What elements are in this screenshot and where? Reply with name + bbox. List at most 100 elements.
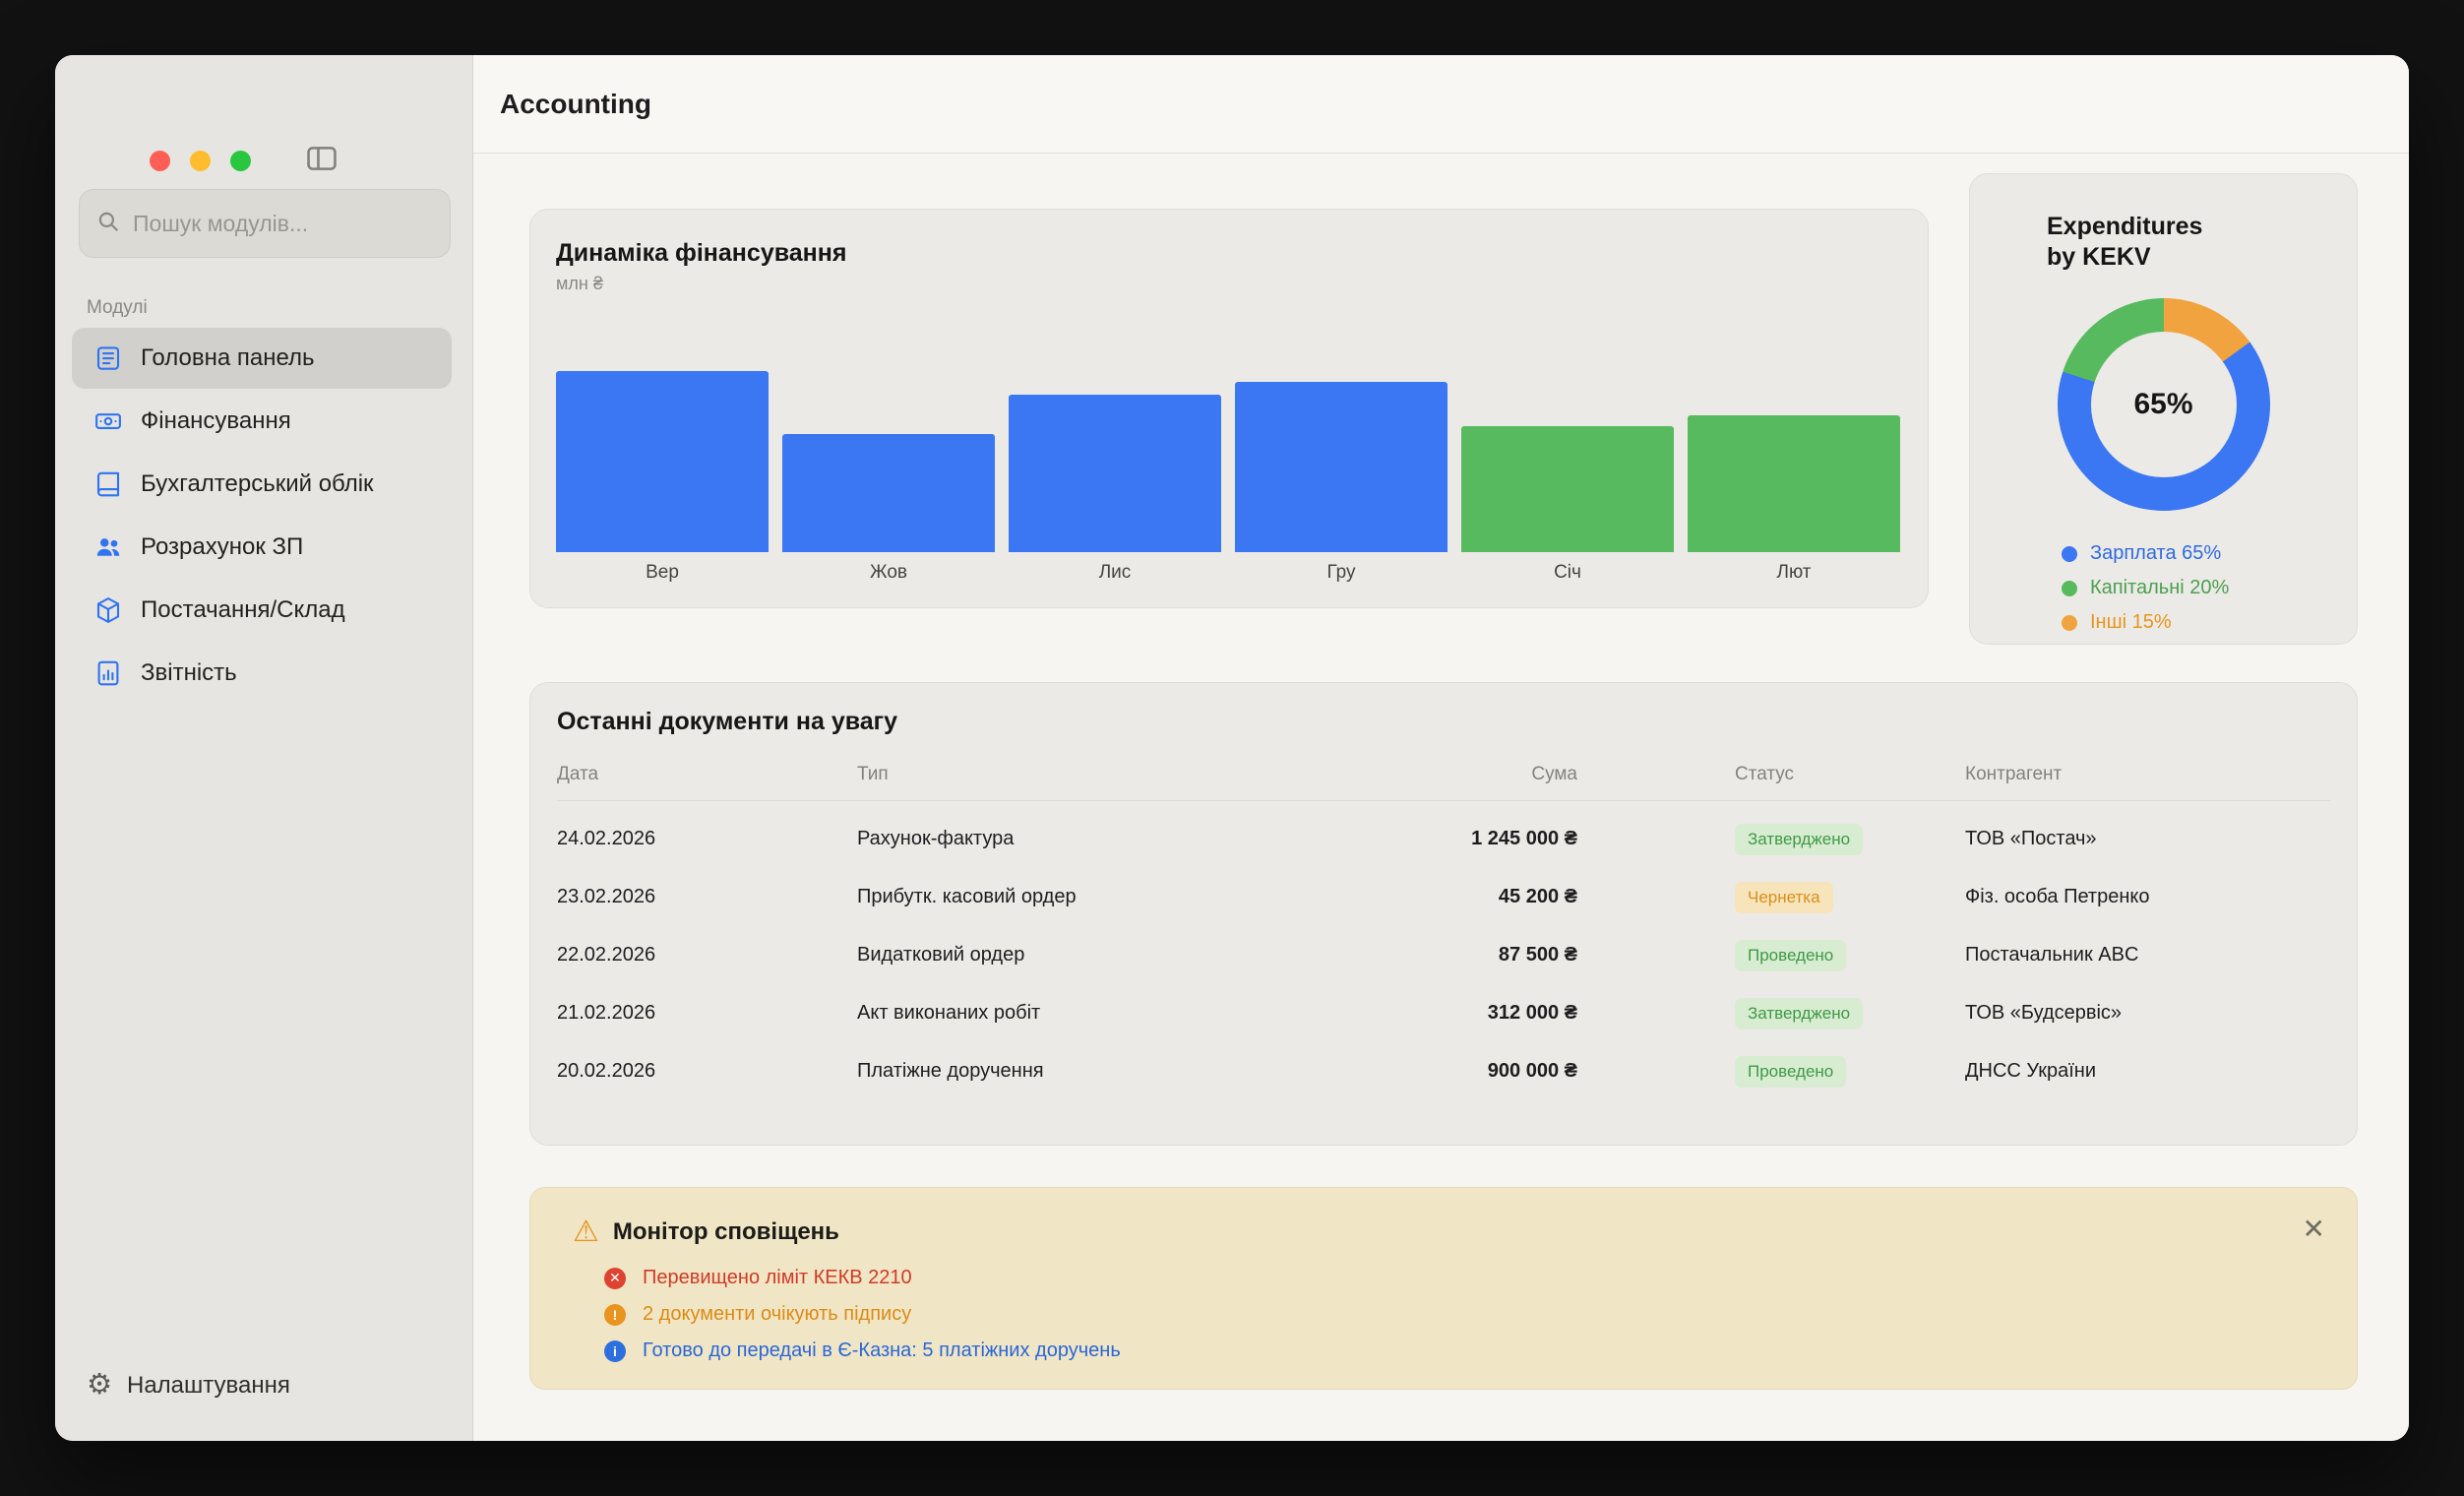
app-window: Модулі Головна панель: [55, 55, 2409, 1441]
window-controls: [150, 151, 251, 171]
cell-date: 22.02.2026: [557, 944, 656, 966]
cell-type: Платіжне доручення: [857, 1060, 1044, 1082]
sidebar-item-financing[interactable]: Фінансування: [72, 391, 452, 452]
legend-label: Капітальні 20%: [2090, 577, 2230, 598]
sidebar-item-reports[interactable]: Звітність: [72, 643, 452, 704]
donut-center-label: 65%: [2090, 332, 2237, 477]
settings-label: Налаштування: [127, 1371, 290, 1399]
cell-amount: 1 245 000 ₴: [1471, 828, 1577, 849]
search-icon: [95, 209, 121, 239]
alert-item-warning: ! 2 документи очікують підпису: [604, 1296, 2357, 1333]
sidebar-section-label: Модулі: [87, 297, 148, 318]
x-tick-label: Лис: [1098, 562, 1132, 583]
close-icon[interactable]: ✕: [2302, 1214, 2325, 1244]
legend-label: Інші 15%: [2090, 611, 2172, 633]
sidebar-item-dashboard[interactable]: Головна панель: [72, 328, 452, 389]
sidebar: Модулі Головна панель: [55, 55, 473, 1441]
bar-chart-title: Динаміка фінансування: [556, 239, 847, 267]
column-header-party: Контрагент: [1965, 764, 2063, 784]
alerts-header: ⚠ Монітор сповіщень: [573, 1217, 2357, 1247]
sidebar-item-settings[interactable]: ⚙ Налаштування: [87, 1371, 290, 1400]
cell-party: ТОВ «Будсервіс»: [1965, 1002, 2123, 1024]
alerts-list: ✕ Перевищено ліміт КЕКВ 2210 ! 2 докумен…: [573, 1260, 2357, 1369]
table-row[interactable]: 22.02.2026 Видатковий ордер 87 500 ₴ Про…: [557, 926, 2330, 984]
cell-amount: 312 000 ₴: [1487, 1002, 1577, 1024]
sidebar-item-label: Розрахунок ЗП: [141, 533, 304, 560]
cell-type: Акт виконаних робіт: [857, 1002, 1041, 1024]
table-header-row: Дата Тип Сума Статус Контрагент: [557, 764, 2330, 801]
sidebar-item-label: Постачання/Склад: [141, 596, 345, 623]
search-input[interactable]: [133, 210, 434, 237]
donut-chart: 65%: [2057, 298, 2270, 511]
cell-party: Постачальник ABC: [1965, 944, 2139, 966]
legend-item-salary: Зарплата 65%: [2062, 536, 2357, 571]
legend-item-other: Інші 15%: [2062, 605, 2357, 640]
cell-party: Фіз. особа Петренко: [1965, 886, 2150, 907]
cell-date: 20.02.2026: [557, 1060, 656, 1082]
bar-jan: [1461, 426, 1674, 552]
sidebar-item-label: Головна панель: [141, 344, 315, 371]
donut-title-line2: by KEKV: [2047, 243, 2151, 271]
sidebar-nav: Головна панель Фінансування: [72, 328, 452, 706]
cell-party: ДНСС України: [1965, 1060, 2097, 1082]
minimize-window-button[interactable]: [190, 151, 211, 171]
column-header-date: Дата: [557, 764, 599, 784]
cell-type: Рахунок-фактура: [857, 828, 1015, 849]
x-tick-label: Гру: [1326, 562, 1356, 583]
column-header-type: Тип: [857, 764, 889, 784]
cell-party: ТОВ «Постач»: [1965, 828, 2097, 849]
funding-dynamics-card: Динаміка фінансування млн ₴ Вер Жов Лис: [529, 209, 1929, 608]
sidebar-item-label: Фінансування: [141, 407, 291, 434]
x-tick-label: Січ: [1554, 562, 1581, 583]
cell-amount: 900 000 ₴: [1487, 1060, 1577, 1082]
book-icon: [93, 469, 123, 499]
close-window-button[interactable]: [150, 151, 170, 171]
table-row[interactable]: 20.02.2026 Платіжне доручення 900 000 ₴ …: [557, 1042, 2330, 1100]
main-content: Динаміка фінансування млн ₴ Вер Жов Лис: [473, 154, 2409, 1441]
column-header-amount: Сума: [1531, 764, 1577, 784]
alerts-monitor-card: ✕ ⚠ Монітор сповіщень ✕ Перевищено ліміт…: [529, 1187, 2358, 1390]
people-icon: [93, 532, 123, 562]
status-badge: Чернетка: [1735, 881, 1833, 913]
info-circle-icon: i: [604, 1340, 626, 1362]
zoom-window-button[interactable]: [230, 151, 251, 171]
sidebar-item-supply[interactable]: Постачання/Склад: [72, 580, 452, 641]
error-circle-icon: ✕: [604, 1267, 626, 1289]
bar-chart-unit-label: млн ₴: [556, 274, 603, 293]
sidebar-item-label: Звітність: [141, 659, 237, 686]
documents-table-title: Останні документи на увагу: [557, 708, 897, 735]
banknote-icon: [93, 406, 123, 436]
cell-amount: 45 200 ₴: [1498, 886, 1577, 907]
sidebar-item-label: Бухгалтерський облік: [141, 470, 374, 497]
cell-date: 23.02.2026: [557, 886, 656, 907]
journal-icon: [93, 343, 123, 373]
column-header-status: Статус: [1735, 764, 1795, 784]
alert-text: Перевищено ліміт КЕКВ 2210: [643, 1267, 912, 1288]
legend-dot: [2062, 614, 2077, 631]
bar-feb: [1688, 414, 1900, 552]
sidebar-item-payroll[interactable]: Розрахунок ЗП: [72, 517, 452, 578]
cell-date: 24.02.2026: [557, 828, 656, 849]
table-row[interactable]: 24.02.2026 Рахунок-фактура 1 245 000 ₴ З…: [557, 810, 2330, 868]
bar-chart: [556, 363, 1900, 552]
cell-amount: 87 500 ₴: [1498, 944, 1577, 966]
box-icon: [93, 595, 123, 625]
donut-legend: Зарплата 65% Капітальні 20% Інші 15%: [2062, 536, 2357, 640]
table-row[interactable]: 21.02.2026 Акт виконаних робіт 312 000 ₴…: [557, 984, 2330, 1042]
legend-label: Зарплата 65%: [2090, 542, 2222, 564]
alert-item-error: ✕ Перевищено ліміт КЕКВ 2210: [604, 1260, 2357, 1296]
sidebar-toggle-icon[interactable]: [304, 142, 339, 175]
app-header: Accounting: [473, 55, 2409, 154]
table-row[interactable]: 23.02.2026 Прибутк. касовий ордер 45 200…: [557, 868, 2330, 926]
bar-chart-x-axis: Вер Жов Лис Гру Січ Лют: [556, 562, 1900, 584]
report-icon: [93, 658, 123, 688]
cell-type: Видатковий ордер: [857, 944, 1025, 966]
page-title: Accounting: [500, 88, 651, 119]
bar-dec: [1235, 382, 1448, 552]
status-badge: Проведено: [1735, 1055, 1847, 1088]
sidebar-item-accounting[interactable]: Бухгалтерський облік: [72, 454, 452, 515]
warning-circle-icon: !: [604, 1303, 626, 1326]
warning-icon: ⚠: [573, 1216, 599, 1248]
x-tick-label: Вер: [646, 562, 679, 583]
alert-item-info: i Готово до передачі в Є-Казна: 5 платіж…: [604, 1333, 2357, 1369]
